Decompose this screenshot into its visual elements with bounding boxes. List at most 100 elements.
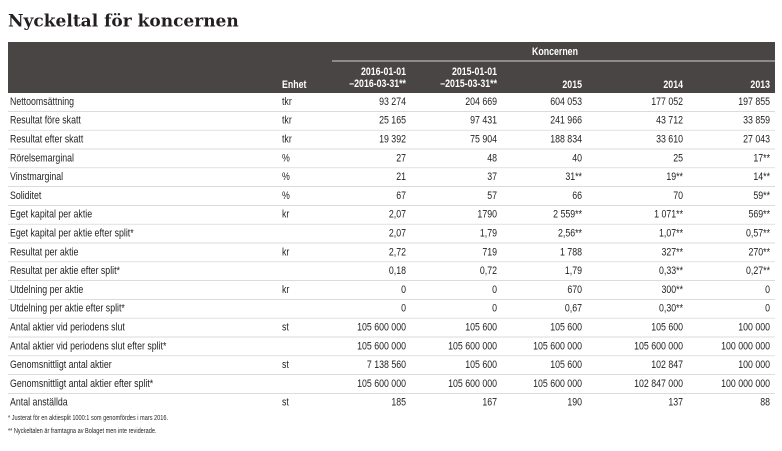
value-cell: 2,07 bbox=[389, 228, 407, 240]
value-cell: 97 431 bbox=[470, 115, 497, 127]
value-cell: 105 600 bbox=[550, 322, 582, 334]
unit-cell: st bbox=[282, 322, 289, 334]
value-cell: 105 600 000 bbox=[357, 322, 406, 334]
value-cell: 0 bbox=[401, 284, 406, 296]
value-cell: 43 712 bbox=[656, 115, 683, 127]
value-cell: 66 bbox=[572, 190, 582, 202]
row-label: Utdelning per aktie efter split* bbox=[10, 303, 125, 315]
value-cell: 40 bbox=[572, 152, 582, 164]
footnote: ** Nyckeltalen är framtagna av Bolaget m… bbox=[8, 427, 157, 435]
value-cell: 569** bbox=[748, 209, 770, 221]
value-cell: 88 bbox=[760, 397, 770, 409]
value-cell: 719 bbox=[482, 246, 497, 258]
value-cell: 59** bbox=[753, 190, 770, 202]
value-cell: 14** bbox=[753, 171, 770, 183]
value-cell: 105 600 000 bbox=[448, 378, 497, 390]
value-cell: 188 834 bbox=[550, 134, 582, 146]
row-label: Eget kapital per aktie efter split* bbox=[10, 228, 134, 240]
value-cell: 204 669 bbox=[465, 96, 497, 108]
value-cell: 0,30** bbox=[659, 303, 683, 315]
value-cell: 33 859 bbox=[743, 115, 770, 127]
footnote: * Justerat för en aktiesplit 1000:1 som … bbox=[8, 414, 168, 422]
value-cell: 48 bbox=[487, 152, 497, 164]
row-label: Eget kapital per aktie bbox=[10, 209, 93, 221]
column-header: 2016-01-01 bbox=[361, 66, 406, 78]
value-cell: 105 600 000 bbox=[357, 340, 406, 352]
row-label: Soliditet bbox=[10, 190, 41, 202]
value-cell: 2 559** bbox=[553, 209, 582, 221]
value-cell: 0 bbox=[401, 303, 406, 315]
value-cell: 57 bbox=[487, 190, 497, 202]
value-cell: 33 610 bbox=[656, 134, 683, 146]
value-cell: 0,57** bbox=[746, 228, 770, 240]
value-cell: 19** bbox=[666, 171, 683, 183]
value-cell: 2,56** bbox=[558, 228, 582, 240]
value-cell: 0,18 bbox=[389, 265, 407, 277]
value-cell: 241 966 bbox=[550, 115, 582, 127]
value-cell: 197 855 bbox=[738, 96, 770, 108]
value-cell: 1790 bbox=[477, 209, 497, 221]
value-cell: 21 bbox=[396, 171, 406, 183]
value-cell: 105 600 000 bbox=[448, 340, 497, 352]
column-header: –2016-03-31** bbox=[349, 78, 406, 90]
value-cell: 0,67 bbox=[565, 303, 583, 315]
value-cell: 100 000 bbox=[738, 359, 770, 371]
value-cell: 0 bbox=[492, 284, 497, 296]
value-cell: 2,72 bbox=[389, 246, 407, 258]
row-label: Resultat före skatt bbox=[10, 115, 81, 127]
row-label: Antal aktier vid periodens slut efter sp… bbox=[10, 340, 167, 352]
value-cell: 70 bbox=[673, 190, 683, 202]
value-cell: 137 bbox=[668, 397, 683, 409]
value-cell: 105 600 bbox=[651, 322, 683, 334]
value-cell: 100 000 bbox=[738, 322, 770, 334]
row-label: Resultat per aktie bbox=[10, 246, 79, 258]
value-cell: 0,33** bbox=[659, 265, 683, 277]
column-header: 2014 bbox=[663, 79, 683, 91]
value-cell: 75 904 bbox=[470, 134, 497, 146]
unit-cell: kr bbox=[282, 284, 290, 296]
row-label: Genomsnittligt antal aktier bbox=[10, 359, 112, 371]
unit-cell: st bbox=[282, 397, 289, 409]
value-cell: 102 847 000 bbox=[634, 378, 683, 390]
row-label: Antal aktier vid periodens slut bbox=[10, 322, 125, 334]
value-cell: 19 392 bbox=[379, 134, 406, 146]
unit-cell: tkr bbox=[282, 115, 292, 127]
value-cell: 17** bbox=[753, 152, 770, 164]
value-cell: 1 788 bbox=[560, 246, 582, 258]
value-cell: 100 000 000 bbox=[721, 378, 770, 390]
row-label: Antal anställda bbox=[10, 397, 68, 409]
column-header: 2015-01-01 bbox=[452, 66, 497, 78]
value-cell: 100 000 000 bbox=[721, 340, 770, 352]
value-cell: 1,79 bbox=[480, 228, 498, 240]
value-cell: 102 847 bbox=[651, 359, 683, 371]
value-cell: 0,72 bbox=[480, 265, 498, 277]
value-cell: 177 052 bbox=[651, 96, 683, 108]
group-header: Koncernen bbox=[532, 46, 578, 58]
value-cell: 670 bbox=[567, 284, 582, 296]
value-cell: 1,79 bbox=[565, 265, 583, 277]
value-cell: 2,07 bbox=[389, 209, 407, 221]
row-label: Nettoomsättning bbox=[10, 96, 74, 108]
unit-cell: % bbox=[282, 190, 290, 202]
value-cell: 25 165 bbox=[379, 115, 406, 127]
unit-cell: kr bbox=[282, 209, 290, 221]
value-cell: 27 bbox=[396, 152, 406, 164]
column-header: –2015-03-31** bbox=[440, 78, 497, 90]
value-cell: 1 071** bbox=[654, 209, 683, 221]
value-cell: 67 bbox=[396, 190, 406, 202]
value-cell: 105 600 000 bbox=[533, 378, 582, 390]
unit-cell: tkr bbox=[282, 96, 292, 108]
unit-cell: kr bbox=[282, 246, 290, 258]
row-label: Vinstmarginal bbox=[10, 171, 63, 183]
value-cell: 105 600 bbox=[465, 322, 497, 334]
value-cell: 105 600 bbox=[465, 359, 497, 371]
value-cell: 25 bbox=[673, 152, 683, 164]
value-cell: 37 bbox=[487, 171, 497, 183]
value-cell: 1,07** bbox=[659, 228, 683, 240]
value-cell: 105 600 000 bbox=[357, 378, 406, 390]
unit-cell: % bbox=[282, 171, 290, 183]
value-cell: 0,27** bbox=[746, 265, 770, 277]
value-cell: 270** bbox=[748, 246, 770, 258]
value-cell: 105 600 bbox=[550, 359, 582, 371]
